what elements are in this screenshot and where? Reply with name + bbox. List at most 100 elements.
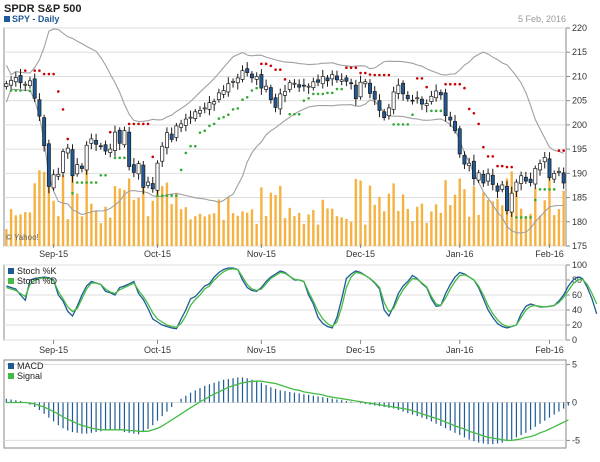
volume-bar: [340, 217, 343, 246]
candle-body: [533, 168, 538, 185]
price-tick-label: 180: [572, 217, 587, 227]
psar-dot: [444, 82, 447, 86]
signal-line: [6, 380, 569, 442]
candle-body: [358, 81, 363, 98]
psar-dot: [57, 90, 60, 93]
psar-dot: [156, 194, 159, 197]
candle-body: [89, 138, 94, 144]
candle-body: [401, 82, 406, 95]
psar-dot: [137, 122, 140, 126]
candle-body: [155, 162, 160, 191]
stoch-tick-label: 100: [572, 260, 587, 270]
candle-body: [368, 82, 372, 94]
psar-dot: [61, 108, 65, 111]
volume-bar: [38, 170, 41, 246]
volume-bar: [52, 200, 55, 246]
psar-dot: [33, 69, 36, 72]
psar-dot: [548, 188, 551, 191]
psar-dot: [142, 122, 145, 126]
candle-body: [434, 90, 439, 99]
candle-body: [306, 85, 311, 88]
psar-dot: [127, 122, 131, 126]
x-tick-label: Nov-15: [247, 345, 276, 355]
psar-dot: [217, 117, 221, 120]
psar-dot: [397, 123, 400, 126]
volume-bar: [161, 186, 164, 246]
candle-body: [193, 111, 198, 119]
psar-dot: [193, 144, 197, 148]
psar-dot: [94, 181, 98, 184]
candle-body: [556, 171, 561, 173]
volume-bar: [472, 186, 476, 246]
legend-macd: MACD: [17, 361, 44, 371]
volume-bar: [420, 203, 424, 246]
psar-dot: [354, 66, 358, 70]
parabolic-sar: [9, 62, 565, 219]
candle-body: [462, 155, 467, 165]
volume-bar: [14, 215, 18, 246]
psar-dot: [198, 131, 202, 134]
psar-dot: [420, 77, 424, 80]
macd-tick-label: 5: [572, 360, 577, 370]
volume-bar: [411, 221, 414, 246]
psar-dot: [467, 107, 471, 111]
volume-bar: [543, 200, 546, 246]
volume-bar: [109, 217, 112, 246]
candle-body: [287, 82, 292, 90]
volume-bar: [316, 224, 320, 246]
psar-dot: [222, 115, 225, 119]
x-tick-label: Nov-15: [247, 249, 276, 259]
price-tick-label: 220: [572, 23, 587, 33]
candle-body: [438, 92, 443, 96]
psar-dot: [534, 198, 537, 202]
psar-dot: [99, 173, 103, 177]
volume-bar: [283, 218, 287, 246]
volume-bar: [430, 211, 433, 246]
candle-body: [98, 145, 103, 148]
volume-bar: [231, 213, 235, 246]
price-tick-label: 215: [572, 47, 587, 57]
candle-body: [226, 83, 231, 93]
psar-dot: [519, 216, 523, 219]
volume-bar: [113, 186, 117, 246]
psar-dot: [415, 77, 419, 80]
volume-bar: [307, 214, 310, 246]
volume-bar: [28, 212, 32, 246]
candle-body: [75, 164, 80, 175]
price-tick-label: 210: [572, 71, 587, 81]
volume-bar: [274, 195, 277, 246]
price-tick-label: 190: [572, 168, 587, 178]
psar-dot: [19, 89, 22, 92]
psar-dot: [425, 85, 428, 89]
candle-body: [42, 117, 47, 147]
psar-dot: [538, 188, 542, 191]
psar-dot: [175, 194, 178, 197]
psar-dot: [108, 130, 112, 134]
volume-bar: [529, 213, 532, 246]
candle-body: [160, 145, 165, 162]
psar-dot: [434, 109, 438, 113]
x-tick-label: Jan-16: [446, 249, 474, 259]
psar-dot: [321, 92, 325, 96]
candle-body: [453, 121, 457, 132]
x-tick-label: Jan-16: [446, 345, 474, 355]
candle-body: [13, 77, 18, 83]
price-tick-label: 175: [572, 241, 587, 251]
candle-body: [415, 97, 420, 100]
candle-body: [235, 77, 240, 84]
psar-dot: [411, 113, 414, 117]
volume-bar: [198, 213, 202, 246]
volume-bar: [260, 187, 263, 246]
psar-dot: [52, 72, 55, 76]
volume-bar: [137, 197, 140, 246]
volume-bar: [548, 173, 551, 246]
psar-dot: [113, 156, 117, 160]
volume-bar: [236, 215, 239, 246]
volume-bar: [416, 206, 419, 246]
candle-body: [150, 183, 155, 190]
candle-body: [249, 73, 254, 79]
volume-bar: [288, 207, 291, 246]
stoch-tick-label: 60: [572, 290, 582, 300]
candle-body: [117, 129, 122, 144]
